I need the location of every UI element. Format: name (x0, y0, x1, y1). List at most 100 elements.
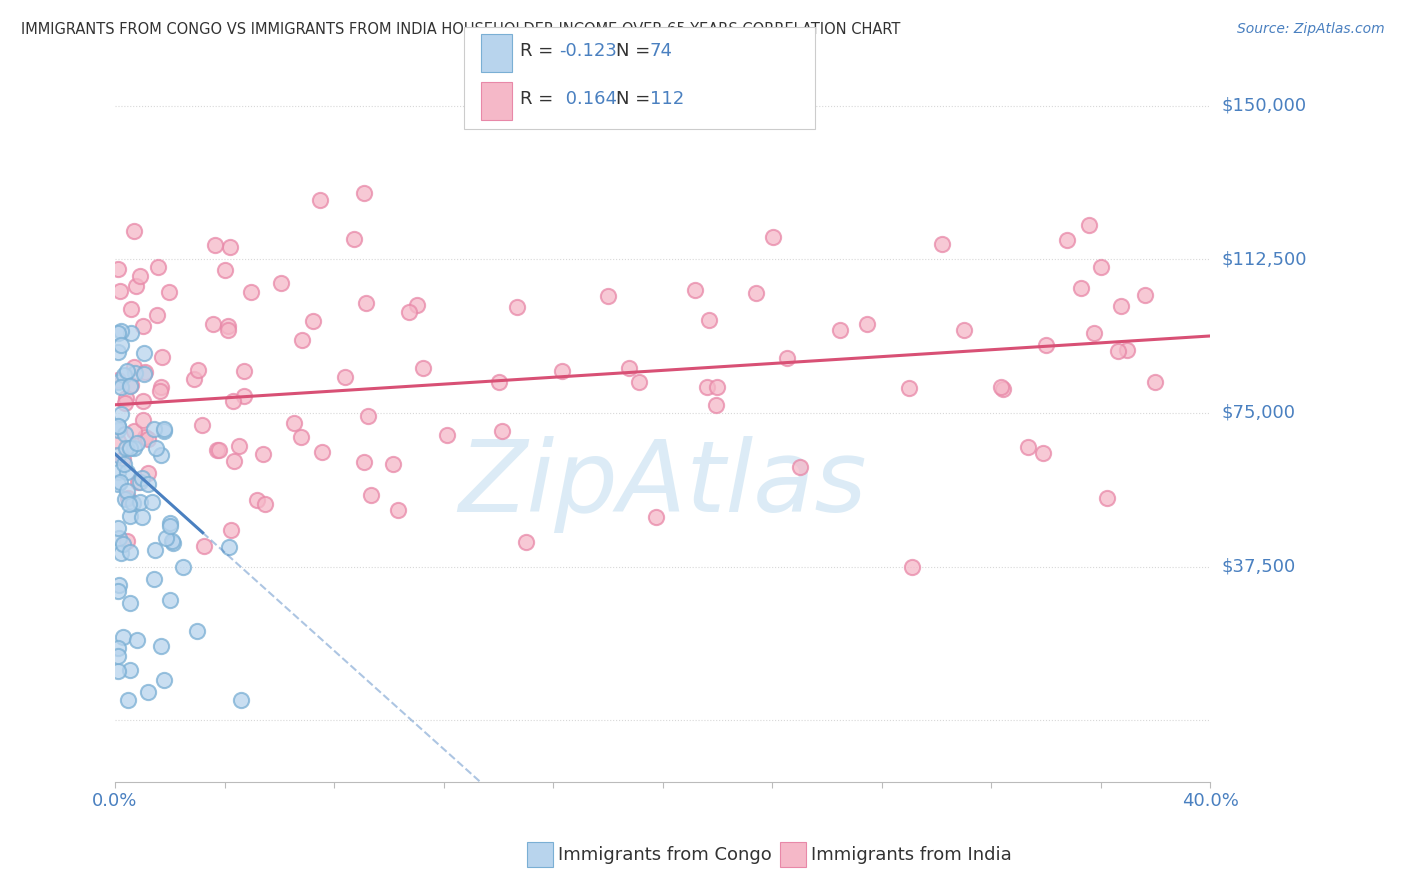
Point (828, 322, 851, 336)
Point (127, 475, 149, 489)
Point (134, 367, 156, 381)
Point (1017, 441, 1039, 455)
Point (107, 434, 129, 448)
Point (333, 369, 356, 384)
Point (219, 523, 242, 537)
Point (145, 542, 167, 557)
Point (153, 422, 176, 436)
Point (122, 424, 145, 438)
Point (107, 419, 129, 434)
Point (131, 471, 153, 485)
Point (114, 427, 136, 442)
Point (183, 372, 205, 386)
Point (107, 664, 129, 678)
Point (222, 393, 245, 408)
Point (745, 285, 768, 300)
Point (150, 350, 173, 364)
Point (159, 593, 181, 607)
Point (125, 278, 148, 293)
Point (246, 493, 269, 508)
Point (125, 633, 148, 648)
Point (145, 441, 167, 455)
Point (107, 648, 129, 663)
Point (697, 313, 720, 327)
Point (112, 452, 135, 467)
Point (990, 380, 1012, 394)
Text: Source: ZipAtlas.com: Source: ZipAtlas.com (1237, 22, 1385, 37)
Point (125, 436, 148, 450)
Point (398, 305, 420, 319)
Point (283, 416, 305, 430)
Point (204, 238, 226, 252)
Point (117, 491, 139, 506)
Point (153, 673, 176, 688)
Point (491, 424, 513, 438)
Point (1090, 260, 1112, 274)
Point (776, 351, 799, 365)
Point (254, 497, 277, 511)
Text: 74: 74 (650, 42, 672, 60)
Point (107, 448, 129, 462)
Point (128, 495, 150, 509)
Point (115, 484, 138, 499)
Point (353, 186, 375, 201)
Point (108, 285, 131, 299)
Point (1144, 376, 1167, 390)
Point (617, 360, 640, 375)
Text: 0.164: 0.164 (560, 90, 617, 108)
Point (897, 381, 920, 395)
Point (129, 475, 152, 489)
Point (107, 326, 129, 340)
Point (1032, 446, 1054, 460)
Point (115, 533, 138, 548)
Point (112, 368, 135, 382)
Point (214, 263, 236, 277)
Point (1070, 281, 1092, 295)
Point (1116, 343, 1139, 357)
Point (107, 373, 129, 387)
Point (232, 364, 254, 378)
Point (232, 389, 254, 403)
Text: Immigrants from India: Immigrants from India (811, 846, 1012, 863)
Point (991, 382, 1014, 396)
Point (159, 519, 181, 533)
Point (191, 418, 214, 433)
Text: $37,500: $37,500 (1222, 558, 1295, 575)
Point (134, 365, 156, 379)
Point (146, 260, 169, 274)
Point (406, 298, 429, 312)
Point (120, 508, 142, 523)
Point (107, 584, 129, 599)
Point (124, 366, 146, 380)
Point (110, 380, 132, 394)
Point (290, 430, 312, 444)
Point (1035, 338, 1057, 352)
Text: N =: N = (616, 90, 655, 108)
Point (114, 391, 136, 405)
Point (122, 224, 145, 238)
Point (172, 560, 194, 574)
Point (150, 448, 173, 462)
Point (309, 193, 332, 207)
Point (112, 457, 135, 471)
Point (107, 520, 129, 534)
Point (685, 283, 707, 297)
Point (353, 455, 375, 469)
Text: $75,000: $75,000 (1222, 404, 1295, 422)
Text: R =: R = (520, 42, 560, 60)
Point (143, 422, 166, 436)
Point (155, 532, 177, 546)
Point (132, 394, 155, 409)
Point (108, 532, 131, 546)
Text: ZipAtlas: ZipAtlas (458, 435, 866, 533)
Point (114, 396, 136, 410)
Point (107, 261, 129, 276)
Point (381, 457, 404, 471)
Point (110, 337, 132, 351)
Point (132, 346, 155, 360)
Point (111, 536, 134, 550)
Point (162, 534, 184, 549)
Point (128, 268, 150, 283)
Point (107, 345, 129, 359)
Point (136, 432, 159, 446)
